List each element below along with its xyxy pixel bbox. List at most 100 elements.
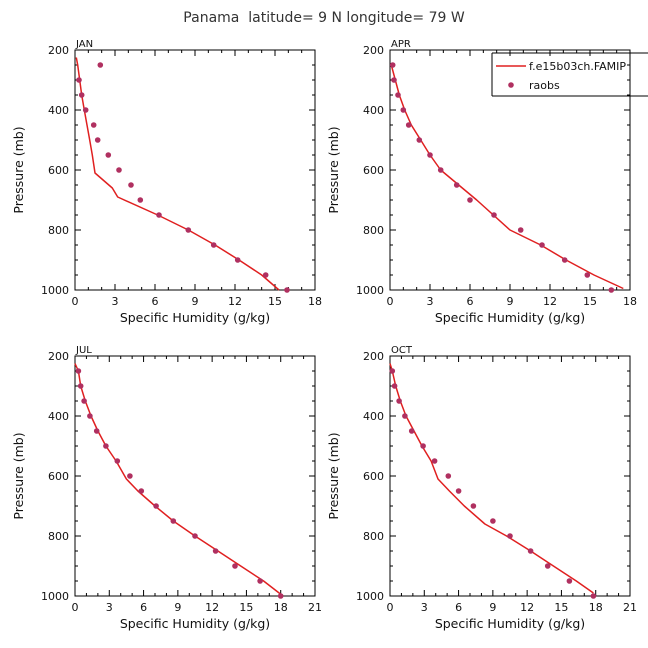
- y-tick-label: 800: [48, 224, 69, 237]
- raobs-point: [561, 257, 568, 263]
- raobs-point: [416, 137, 423, 143]
- raobs-point: [284, 287, 290, 293]
- x-tick-label: 9: [192, 295, 199, 308]
- raobs-point: [455, 488, 462, 494]
- raobs-point: [116, 167, 122, 173]
- raobs-point: [137, 197, 144, 203]
- x-tick-label: 6: [455, 601, 462, 614]
- raobs-point: [491, 212, 497, 218]
- raobs-point: [395, 92, 401, 98]
- y-tick-label: 600: [48, 164, 69, 177]
- x-tick-label: 12: [228, 295, 242, 308]
- raobs-point: [389, 62, 396, 68]
- raobs-point: [127, 473, 133, 479]
- raobs-point: [453, 182, 460, 188]
- y-tick-label: 1000: [41, 590, 69, 603]
- raobs-point: [507, 533, 513, 539]
- raobs-point: [75, 368, 82, 374]
- raobs-point: [517, 227, 524, 233]
- raobs-point: [389, 368, 396, 374]
- y-axis-label: Pressure (mb): [326, 432, 341, 519]
- panel-jan: JAN 0 3 6 9 12 15 18 200 400 600 800 1000 Specific Hu…: [11, 39, 322, 325]
- model-line: [389, 363, 594, 594]
- y-tick-label: 800: [363, 224, 384, 237]
- raobs-point: [445, 473, 452, 479]
- raobs-point: [103, 443, 109, 449]
- panel-label: JAN: [75, 39, 93, 50]
- raobs-point: [76, 77, 82, 83]
- x-tick-label: 0: [387, 295, 394, 308]
- panel-apr: APR 0 3 6 9 12 15 18 200 400 600 800 1000 Specific Hu…: [326, 39, 637, 325]
- raobs-point: [608, 287, 615, 293]
- y-tick-label: 200: [48, 44, 69, 57]
- raobs-point: [391, 383, 398, 389]
- raobs-point: [97, 62, 104, 68]
- x-tick-label: 6: [467, 295, 474, 308]
- x-tick-label: 3: [427, 295, 434, 308]
- panel-jul: JUL 0 3 6 9 12 15 18 21 200 400 600 800 1000 Specific …: [11, 345, 322, 631]
- raobs-point: [138, 488, 145, 494]
- plot-frame: [74, 49, 316, 291]
- x-tick-label: 6: [152, 295, 159, 308]
- raobs-point: [153, 503, 159, 509]
- legend: f.e15b03ch.FAMIP raobs: [491, 52, 648, 97]
- y-tick-label: 600: [363, 164, 384, 177]
- x-tick-label: 15: [239, 601, 253, 614]
- x-tick-label: 15: [268, 295, 282, 308]
- y-axis-label: Pressure (mb): [326, 126, 341, 213]
- raobs-point: [212, 548, 219, 554]
- raobs-point: [234, 257, 241, 263]
- raobs-point: [192, 533, 198, 539]
- y-tick-label: 600: [363, 470, 384, 483]
- raobs-point: [93, 428, 100, 434]
- x-tick-label: 18: [589, 601, 603, 614]
- plot-frame: [389, 355, 631, 597]
- y-tick-label: 1000: [356, 284, 384, 297]
- y-tick-label: 400: [48, 410, 69, 423]
- y-tick-label: 1000: [41, 284, 69, 297]
- x-tick-label: 0: [72, 295, 79, 308]
- raobs-point: [527, 548, 534, 554]
- x-tick-label: 3: [106, 601, 113, 614]
- x-axis-label: Specific Humidity (g/kg): [120, 616, 270, 631]
- x-tick-label: 3: [112, 295, 119, 308]
- raobs-point: [405, 122, 412, 128]
- panel-label: OCT: [391, 345, 413, 356]
- legend-marker-sample: [508, 82, 514, 88]
- x-tick-label: 18: [623, 295, 637, 308]
- x-tick-label: 9: [489, 601, 496, 614]
- x-tick-label: 0: [72, 601, 79, 614]
- raobs-point: [400, 107, 407, 113]
- raobs-point: [277, 593, 284, 599]
- raobs-point: [420, 443, 426, 449]
- x-axis-label: Specific Humidity (g/kg): [435, 616, 585, 631]
- raobs-point: [170, 518, 177, 524]
- raobs-point: [437, 167, 444, 173]
- model-line: [390, 64, 624, 290]
- raobs-point: [431, 458, 438, 464]
- raobs-point: [262, 272, 269, 278]
- x-tick-label: 15: [554, 601, 568, 614]
- plot-frame: [74, 355, 316, 597]
- x-tick-label: 15: [583, 295, 597, 308]
- x-tick-label: 9: [174, 601, 181, 614]
- raobs-point: [396, 398, 402, 404]
- y-tick-label: 1000: [356, 590, 384, 603]
- x-tick-label: 21: [623, 601, 637, 614]
- raobs-point: [391, 77, 397, 83]
- raobs-point: [105, 152, 112, 158]
- raobs-point: [185, 227, 192, 233]
- y-tick-label: 400: [48, 104, 69, 117]
- x-axis-label: Specific Humidity (g/kg): [120, 310, 270, 325]
- legend-label-model: f.e15b03ch.FAMIP: [529, 60, 626, 73]
- raobs-point: [544, 563, 551, 569]
- x-tick-label: 12: [543, 295, 557, 308]
- y-tick-label: 400: [363, 104, 384, 117]
- raobs-point: [408, 428, 415, 434]
- x-tick-label: 6: [140, 601, 147, 614]
- raobs-point: [539, 242, 545, 248]
- chart-title: Panama latitude= 9 N longitude= 79 W: [183, 10, 465, 26]
- y-tick-label: 200: [48, 350, 69, 363]
- panel-label: APR: [391, 39, 411, 50]
